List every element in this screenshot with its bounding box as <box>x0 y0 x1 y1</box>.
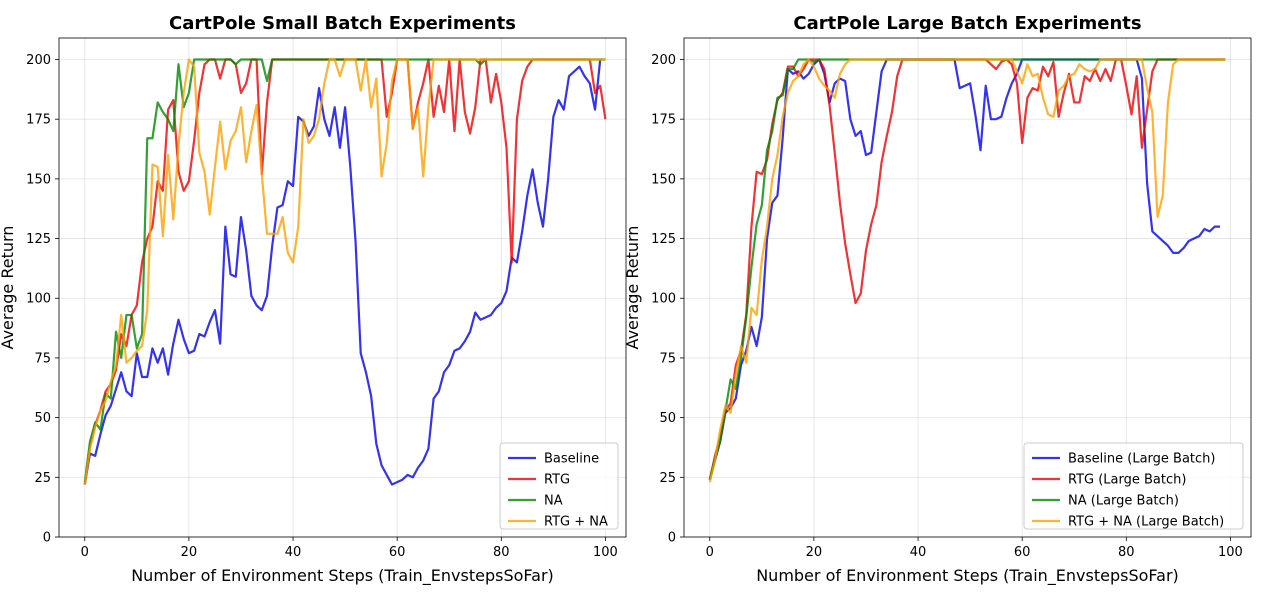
x-axis-label: Number of Environment Steps (Train_Envst… <box>756 566 1179 586</box>
legend-label: NA <box>544 494 563 509</box>
x-tick-label: 80 <box>1118 545 1135 560</box>
chart-panel-2: 0 20 40 60 80 100 0 25 50 75 100 125 150 175 200 CartPo… <box>623 13 1252 586</box>
y-tick-label: 100 <box>651 292 676 307</box>
y-tick-label: 50 <box>34 411 51 426</box>
y-tick-label: 200 <box>26 53 51 68</box>
y-tick-label: 0 <box>43 531 51 546</box>
series-line-3 <box>83 58 606 483</box>
chart-title: CartPole Large Batch Experiments <box>793 13 1141 34</box>
series-line-1 <box>83 59 602 486</box>
y-tick-label: 0 <box>668 531 676 546</box>
x-tick-label: 20 <box>806 545 823 560</box>
legend-box <box>1023 442 1244 530</box>
chart-panel-1: 0 20 40 60 80 100 0 25 50 75 100 125 150 175 200 CartPo… <box>0 13 627 586</box>
series-line-2 <box>83 58 607 485</box>
y-axis-label: Average Return <box>0 226 17 350</box>
legend: Baseline (Large Batch) RTG (Large Batch) N… <box>1023 442 1244 530</box>
x-tick-label: 0 <box>706 545 714 560</box>
x-tick-label: 0 <box>81 545 89 560</box>
y-tick-label: 75 <box>659 351 676 366</box>
y-tick-label: 100 <box>26 292 51 307</box>
y-tick-label: 25 <box>34 471 51 486</box>
series-line-4 <box>83 58 606 485</box>
series-line-1 <box>708 58 1221 480</box>
y-tick-label: 200 <box>651 53 676 68</box>
y-tick-label: 150 <box>26 172 51 187</box>
legend-label: RTG (Large Batch) <box>1068 473 1186 488</box>
y-tick-label: 125 <box>26 232 51 247</box>
legend: Baseline RTG NA RTG + NA <box>499 442 619 530</box>
legend-label: RTG <box>544 473 570 488</box>
x-tick-label: 100 <box>1218 545 1243 560</box>
y-tick-label: 75 <box>34 351 51 366</box>
y-tick-label: 150 <box>651 172 676 187</box>
series-line-2 <box>708 58 1226 480</box>
legend-label: NA (Large Batch) <box>1068 494 1179 509</box>
x-tick-label: 20 <box>181 545 198 560</box>
x-axis-label: Number of Environment Steps (Train_Envst… <box>131 566 554 586</box>
series-line-3 <box>708 58 1226 480</box>
y-axis-label: Average Return <box>623 226 642 350</box>
legend-label: RTG + NA <box>544 515 608 530</box>
y-tick-label: 175 <box>26 113 51 128</box>
x-tick-label: 40 <box>910 545 927 560</box>
y-tick-label: 25 <box>659 471 676 486</box>
x-tick-label: 60 <box>1014 545 1031 560</box>
y-tick-label: 175 <box>651 113 676 128</box>
legend-label: RTG + NA (Large Batch) <box>1068 515 1224 530</box>
x-tick-label: 40 <box>285 545 302 560</box>
y-tick-label: 125 <box>651 232 676 247</box>
legend-label: Baseline (Large Batch) <box>1068 452 1215 467</box>
axes-frame <box>58 37 627 538</box>
x-tick-label: 60 <box>389 545 406 560</box>
chart-title: CartPole Small Batch Experiments <box>169 13 516 34</box>
y-tick-label: 50 <box>659 411 676 426</box>
series-line-4 <box>708 58 1226 483</box>
legend-label: Baseline <box>544 452 599 467</box>
x-tick-label: 80 <box>493 545 510 560</box>
legend-box <box>499 442 619 530</box>
x-tick-label: 100 <box>593 545 618 560</box>
axes-frame <box>683 37 1252 538</box>
